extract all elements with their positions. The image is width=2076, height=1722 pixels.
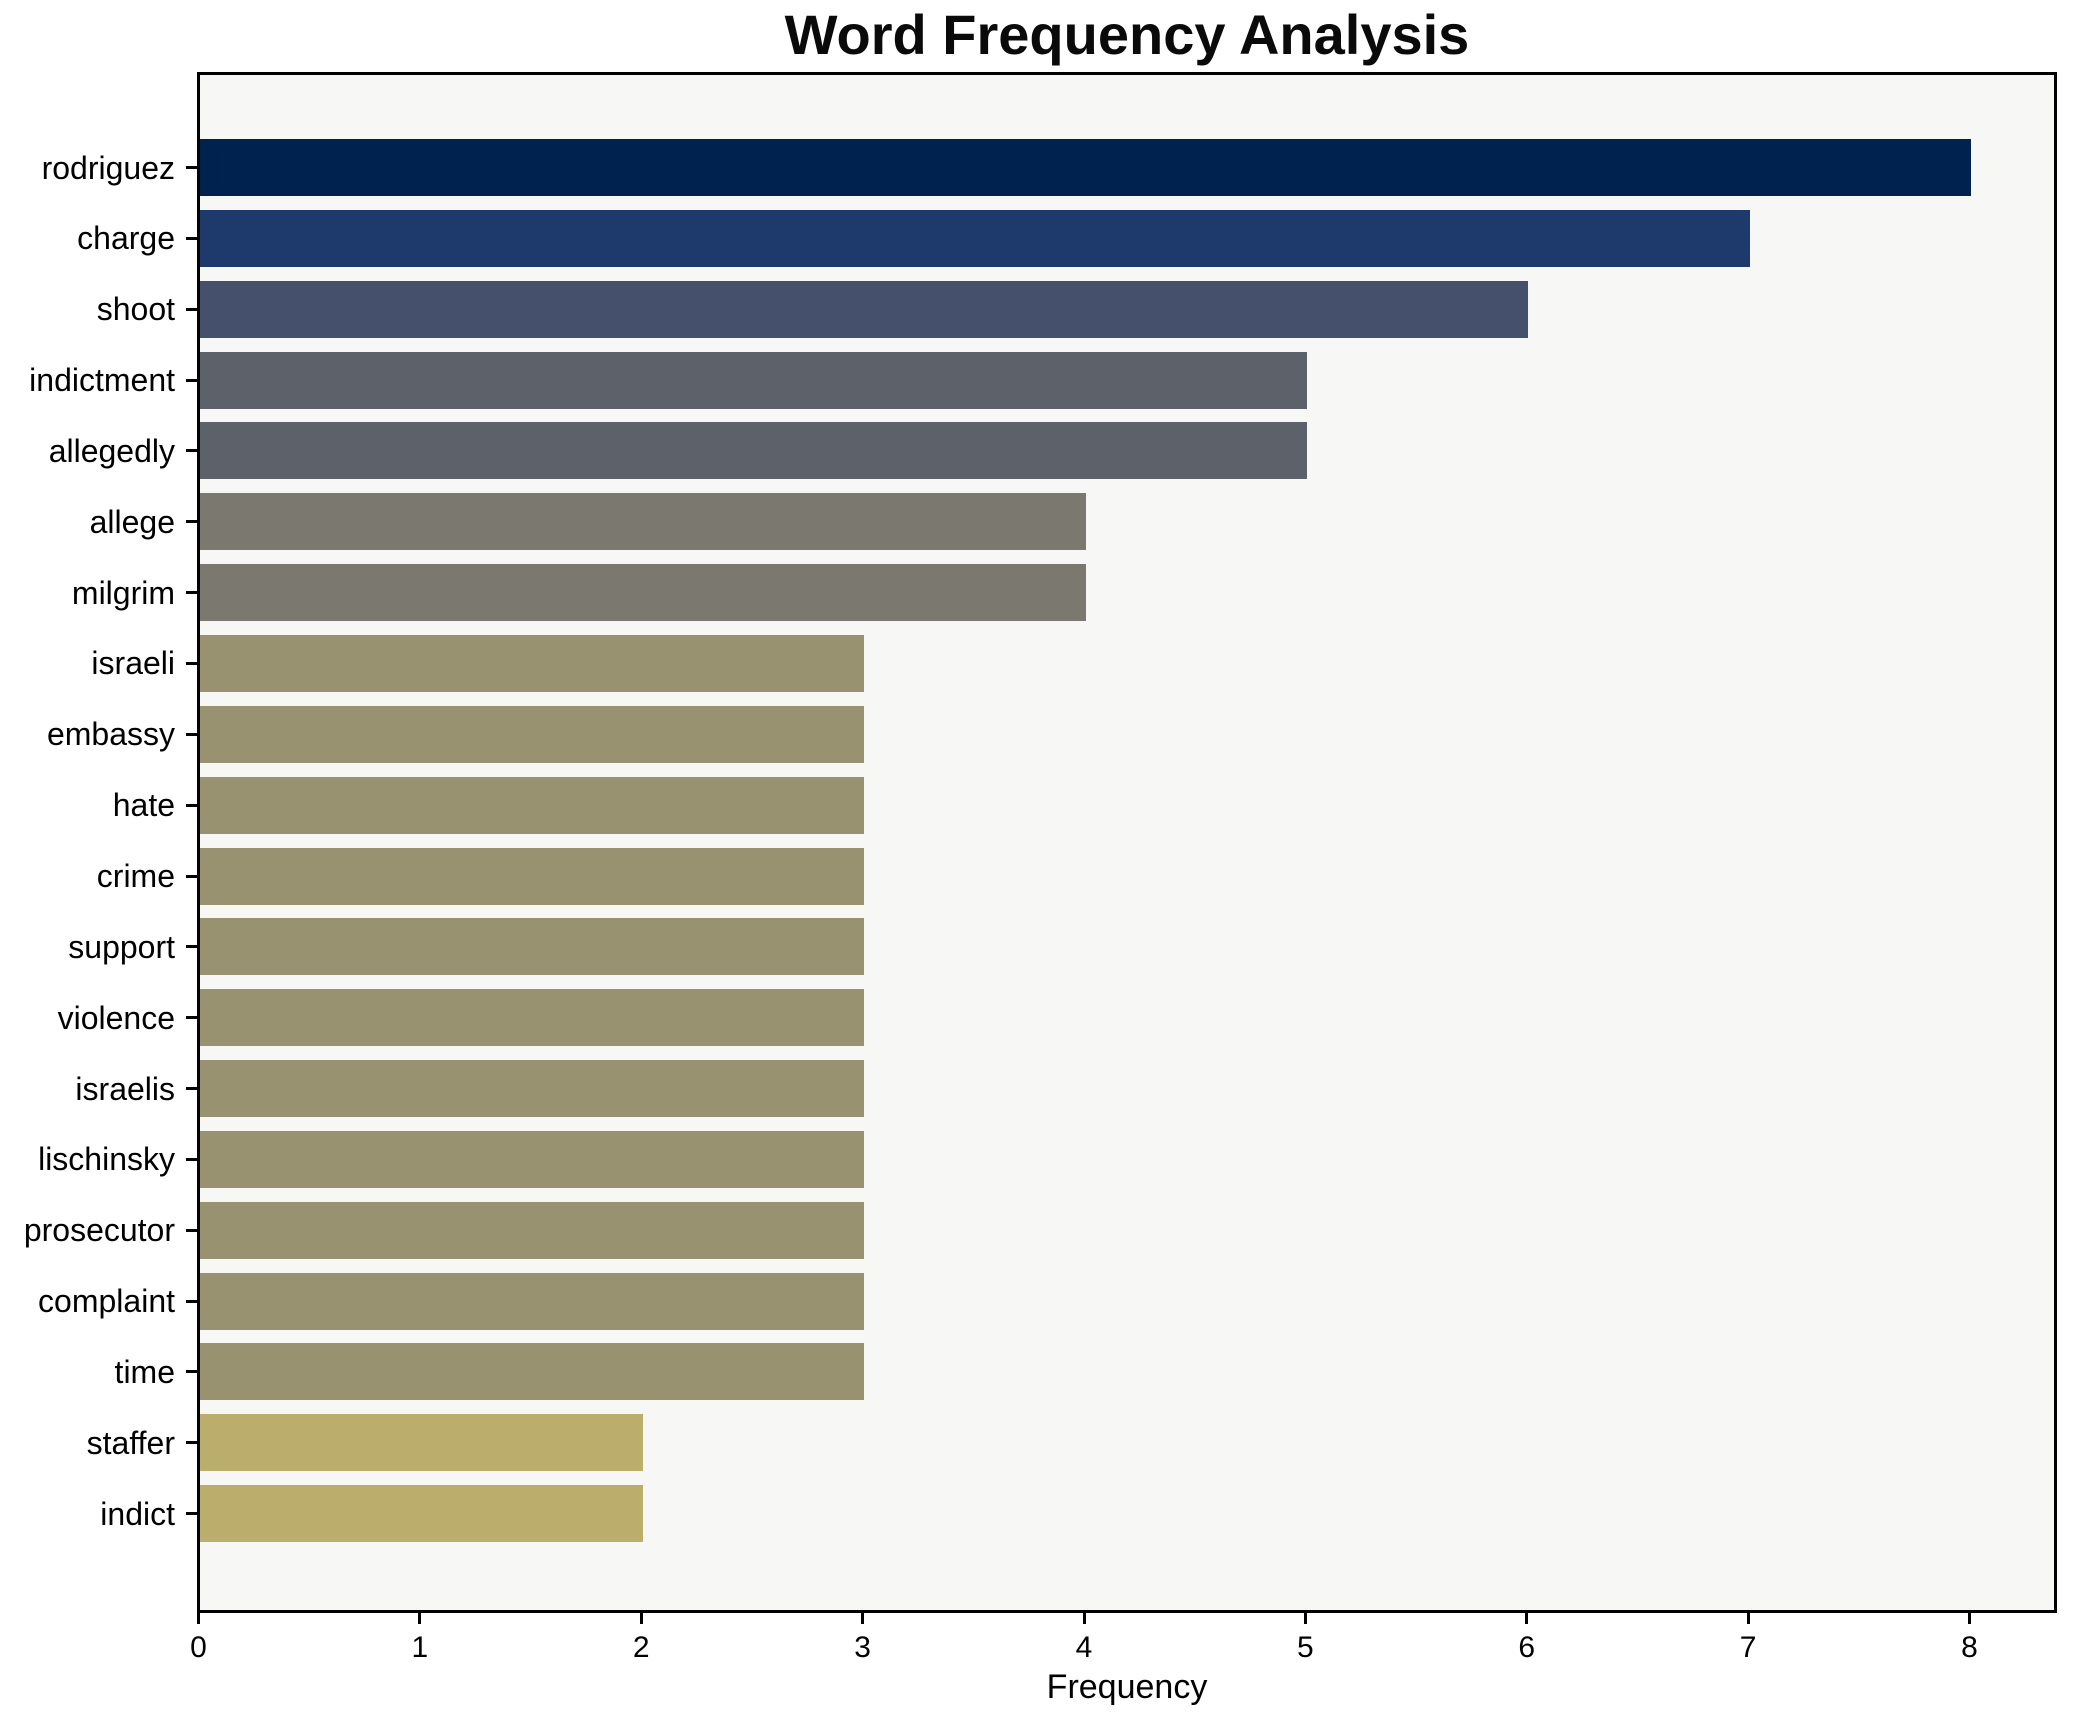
y-tick-shoot [186, 307, 197, 311]
x-tick-0 [197, 1613, 200, 1624]
y-tick-violence [186, 1016, 197, 1020]
bar-indict [200, 1485, 643, 1543]
y-label-milgrim: milgrim [71, 574, 175, 611]
y-tick-embassy [186, 732, 197, 736]
bar-time [200, 1343, 865, 1401]
y-tick-crime [186, 874, 197, 878]
y-tick-complaint [186, 1299, 197, 1303]
y-tick-indictment [186, 378, 197, 382]
bar-milgrim [200, 564, 1086, 622]
y-label-rodriguez: rodriguez [41, 149, 175, 186]
x-tick-6 [1525, 1613, 1529, 1624]
bar-allegedly [200, 422, 1307, 480]
y-tick-hate [186, 803, 197, 807]
y-tick-allegedly [186, 449, 197, 453]
bar-support [200, 918, 865, 976]
y-label-lischinsky: lischinsky [38, 1141, 175, 1178]
y-label-complaint: complaint [38, 1283, 175, 1320]
y-tick-rodriguez [186, 166, 197, 169]
y-label-crime: crime [96, 858, 175, 894]
y-label-embassy: embassy [46, 716, 175, 753]
x-tick-label-0: 0 [190, 1631, 207, 1664]
y-label-prosecutor: prosecutor [23, 1212, 175, 1249]
bar-israelis [200, 1060, 865, 1118]
bar-hate [200, 776, 865, 834]
x-tick-label-6: 6 [1518, 1631, 1536, 1664]
bar-indictment [200, 351, 1307, 409]
bar-crime [200, 847, 865, 905]
y-tick-support [186, 945, 197, 949]
x-tick-label-8: 8 [1961, 1631, 1978, 1664]
x-axis-label: Frequency [1046, 1668, 1208, 1706]
x-tick-1 [418, 1613, 422, 1624]
y-tick-allege [186, 520, 197, 524]
y-tick-israelis [186, 1087, 197, 1091]
bar-lischinsky [200, 1130, 865, 1188]
bar-embassy [200, 705, 865, 763]
y-tick-indict [186, 1512, 197, 1516]
y-label-hate: hate [112, 787, 175, 824]
y-tick-israeli [186, 661, 197, 665]
y-label-violence: violence [57, 999, 175, 1036]
y-tick-prosecutor [186, 1228, 197, 1232]
y-tick-time [186, 1370, 197, 1374]
y-label-israelis: israelis [75, 1070, 175, 1107]
y-label-israeli: israeli [91, 645, 175, 682]
y-label-indictment: indictment [29, 362, 175, 399]
bar-israeli [200, 634, 865, 692]
y-label-indict: indict [100, 1495, 175, 1532]
x-tick-label-3: 3 [854, 1631, 871, 1664]
x-tick-4 [1082, 1613, 1086, 1624]
bar-staffer [200, 1414, 643, 1472]
bar-violence [200, 989, 865, 1047]
x-tick-label-2: 2 [632, 1631, 650, 1664]
y-label-shoot: shoot [96, 291, 175, 328]
y-label-allegedly: allegedly [48, 432, 175, 469]
x-tick-7 [1746, 1613, 1750, 1624]
x-tick-label-4: 4 [1075, 1631, 1093, 1664]
y-tick-charge [186, 236, 197, 240]
y-label-staffer: staffer [86, 1424, 175, 1461]
y-tick-staffer [186, 1441, 197, 1445]
x-tick-2 [639, 1613, 643, 1624]
bar-shoot [200, 280, 1529, 338]
x-tick-label-5: 5 [1297, 1631, 1314, 1664]
plot-area: rodriguez charge shoot indictment allegedly a… [24, 72, 2057, 1706]
x-tick-label-7: 7 [1739, 1631, 1757, 1664]
y-label-allege: allege [89, 503, 175, 540]
chart-title: Word Frequency Analysis [784, 3, 1470, 66]
x-tick-label-1: 1 [411, 1631, 429, 1664]
x-tick-5 [1303, 1613, 1307, 1624]
y-label-time: time [114, 1353, 175, 1390]
bar-prosecutor [200, 1201, 865, 1259]
y-label-charge: charge [77, 220, 175, 257]
bar-rodriguez [200, 139, 1971, 196]
bar-allege [200, 493, 1086, 551]
y-tick-milgrim [186, 591, 197, 595]
bar-charge [200, 209, 1750, 267]
bar-complaint [200, 1272, 865, 1330]
y-label-support: support [68, 928, 175, 965]
x-tick-3 [861, 1613, 865, 1624]
x-tick-8 [1968, 1613, 1971, 1624]
y-tick-lischinsky [186, 1157, 197, 1161]
